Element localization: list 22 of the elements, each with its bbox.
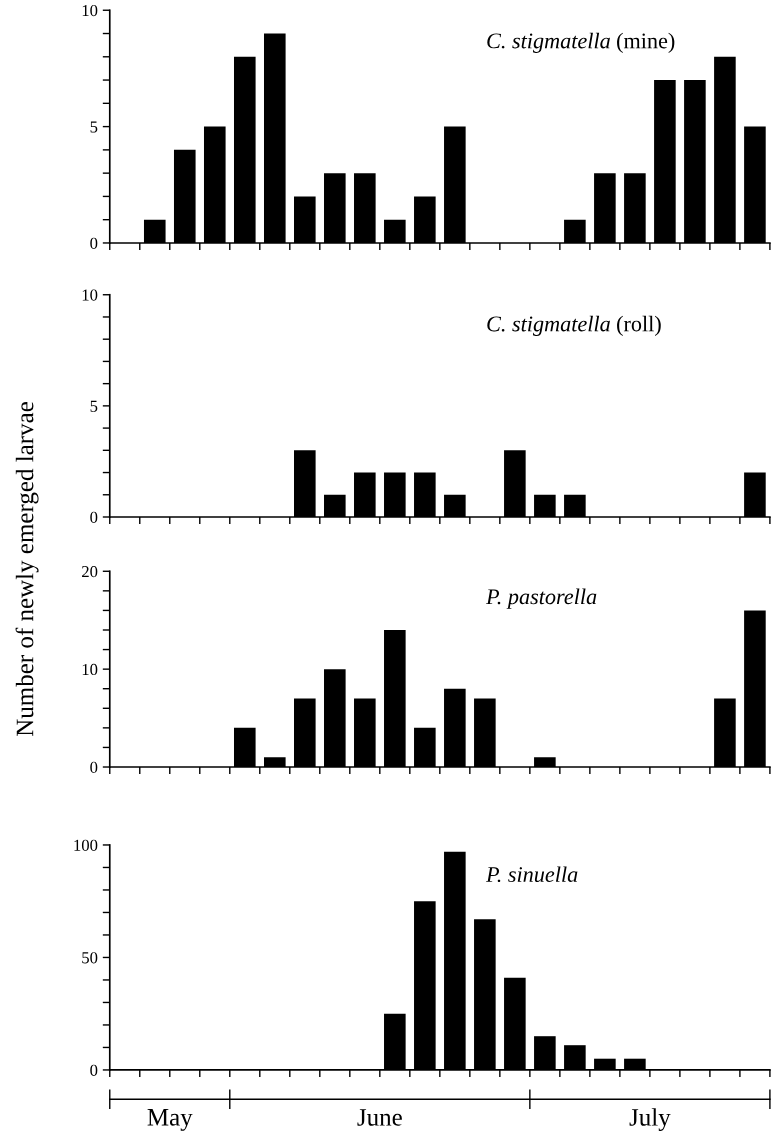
text: C. stigmatella xyxy=(487,32,610,53)
y-tick-label: 50 xyxy=(82,952,98,964)
text: (mine) xyxy=(617,32,675,53)
y-tick-label: 0 xyxy=(90,761,98,773)
y-tick-label: 5 xyxy=(90,400,98,412)
y-tick-label: 20 xyxy=(82,565,98,578)
y-tick-label: 10 xyxy=(82,4,98,17)
y-axis-title: Number of newly emerged larvae xyxy=(15,402,39,737)
y-tick-label: 10 xyxy=(82,289,98,301)
y-tick-label: 0 xyxy=(90,1064,98,1076)
y-tick-label: 0 xyxy=(90,237,98,249)
text: P. pastorella xyxy=(485,588,597,609)
y-tick-label: 10 xyxy=(82,663,98,676)
text: July xyxy=(629,1108,671,1131)
text: C. stigmatella xyxy=(487,315,610,336)
y-tick-label: 0 xyxy=(90,511,98,523)
y-tick-label: 5 xyxy=(90,121,98,133)
y-tick-label: 100 xyxy=(74,839,98,851)
text: (roll) xyxy=(617,315,661,336)
text: June xyxy=(357,1109,402,1126)
text: P. sinuella xyxy=(485,866,578,883)
text: May xyxy=(147,1109,193,1131)
